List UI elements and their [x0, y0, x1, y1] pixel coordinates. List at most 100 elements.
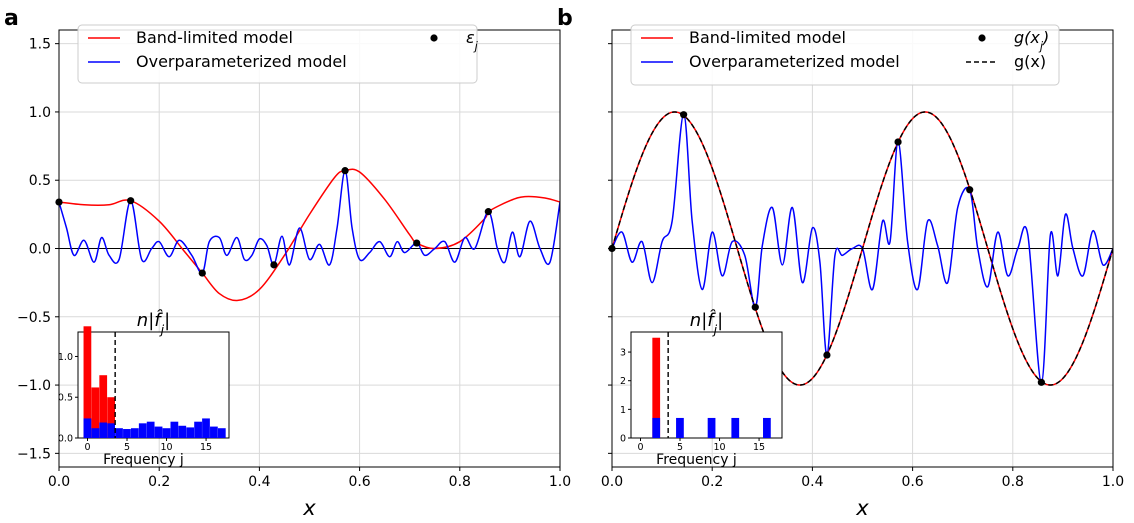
inset-bar-red: [652, 337, 661, 438]
inset-bar-red: [83, 326, 92, 438]
inset-chart: 0 5 10 15 0 1 2 3 n|f̂j| Frequency j: [620, 310, 783, 468]
inset-bar-blue: [130, 428, 139, 438]
inset-y-tick-label: 1.0: [58, 352, 73, 363]
y-tick-label: 1.0: [29, 105, 51, 121]
sample-point: [341, 167, 349, 175]
curves: [59, 168, 560, 302]
inset-bar-blue: [217, 428, 226, 438]
legend-label: εj: [466, 28, 479, 53]
inset-x-tick-label: 0: [84, 442, 90, 453]
x-tick-label: 1.0: [549, 474, 571, 490]
inset-title: n|f̂j|: [137, 310, 170, 337]
sample-point: [751, 303, 759, 311]
sample-point: [198, 269, 206, 277]
sample-point: [127, 197, 135, 205]
sample-point: [894, 138, 902, 146]
target-function-curve: [612, 111, 1113, 386]
x-tick-label: 0.8: [1002, 474, 1024, 490]
inset-bar-blue: [731, 417, 740, 438]
inset-x-tick-label: 15: [200, 442, 212, 453]
inset-bar-blue: [162, 428, 171, 438]
inset-bar-red: [91, 387, 100, 438]
x-tick-label: 0.4: [248, 474, 270, 490]
inset-bar-blue: [99, 422, 108, 438]
inset-bar-blue: [178, 425, 187, 438]
panel-letter: a: [4, 6, 19, 31]
inset-chart: 0 5 10 15 0.0 0.5 1.0 n|f̂j| Frequency j: [58, 310, 230, 468]
inset-bar-blue: [107, 423, 115, 438]
x-tick-label: 0.6: [901, 474, 923, 490]
panel-letter: b: [557, 6, 573, 31]
inset-x-tick-label: 5: [124, 442, 130, 453]
inset-bar-blue: [170, 421, 179, 438]
legend: Band-limited model Overparameterized mode…: [630, 24, 1060, 86]
sample-point: [966, 186, 974, 194]
panel-b: b 0.0 0.2 0.4 0.6 0.8 1.0 x Band-limited model Ov…: [557, 6, 1124, 520]
legend-label: g(x): [1014, 52, 1046, 71]
legend-label: Band-limited model: [136, 28, 293, 47]
sample-point: [680, 111, 688, 119]
inset-bar-blue: [83, 418, 92, 438]
inset-bar-blue: [763, 417, 771, 438]
sample-point: [270, 261, 278, 269]
inset-x-tick-label: 10: [713, 442, 725, 453]
inset-title: n|f̂j|: [690, 310, 723, 337]
overparameterized-curve: [59, 169, 560, 274]
x-tick-label: 0.8: [449, 474, 471, 490]
legend-box: [630, 24, 1060, 86]
y-tick-label: −1.5: [17, 446, 51, 462]
band-limited-curve: [59, 168, 560, 302]
inset-y-tick-label: 0.0: [58, 434, 73, 445]
inset-x-label: Frequency j: [103, 452, 184, 468]
y-tick-label: 0.5: [29, 173, 51, 189]
sample-point: [823, 351, 831, 359]
inset-x-tick-label: 15: [753, 442, 765, 453]
legend-label: g(xj): [1014, 28, 1049, 53]
y-tick-label: 1.5: [29, 37, 51, 53]
inset-bar-blue: [123, 429, 131, 438]
inset-bar-red: [107, 397, 115, 438]
curves: [612, 111, 1113, 386]
x-tick-label: 0.0: [48, 474, 70, 490]
inset-bar-blue: [210, 426, 218, 438]
panel-a: a 0.0 0.2 0.4 0.6 0.8 1.0 1.5 1.0 0.5 0.0 −0.5 −1.0 −…: [4, 6, 571, 520]
inset-bar-blue: [115, 428, 123, 438]
x-tick-label: 1.0: [1102, 474, 1124, 490]
inset-bar-blue: [202, 418, 210, 438]
inset-bar-blue: [146, 421, 155, 438]
inset-y-tick-label: 2: [620, 376, 626, 387]
sample-point: [484, 208, 492, 216]
x-tick-label: 0.2: [148, 474, 170, 490]
y-tick-label: −0.5: [17, 310, 51, 326]
y-tick-label: 0.0: [29, 242, 51, 258]
inset-x-tick-label: 10: [160, 442, 172, 453]
inset-x-tick-label: 5: [677, 442, 683, 453]
legend-label: Band-limited model: [689, 28, 846, 47]
legend-label: Overparameterized model: [689, 52, 900, 71]
inset-bar-blue: [138, 423, 147, 438]
inset-y-tick-label: 1: [620, 405, 626, 416]
legend-box: [77, 24, 478, 84]
sample-point: [413, 239, 421, 247]
inset-bar-blue: [154, 426, 163, 438]
overparameterized-curve: [612, 113, 1113, 384]
inset-y-tick-label: 3: [620, 348, 626, 359]
inset-y-tick-label: 0.5: [58, 393, 73, 404]
x-axis-label: x: [855, 496, 869, 520]
sample-point: [1037, 378, 1045, 386]
inset-y-tick-label: 0: [620, 434, 626, 445]
legend: Band-limited model Overparameterized mode…: [77, 24, 479, 84]
x-axis-label: x: [302, 496, 316, 520]
y-tick-label: −1.0: [17, 378, 51, 394]
inset-x-label: Frequency j: [656, 452, 737, 468]
x-tick-label: 0.2: [701, 474, 723, 490]
inset-x-tick-label: 0: [637, 442, 643, 453]
legend-label: Overparameterized model: [136, 52, 347, 71]
inset-bar-red: [99, 375, 108, 438]
inset-bar-blue: [91, 428, 100, 438]
legend-dot-swatch: [430, 34, 438, 42]
x-tick-label: 0.0: [601, 474, 623, 490]
inset-bar-blue: [652, 417, 661, 438]
x-tick-label: 0.4: [801, 474, 823, 490]
